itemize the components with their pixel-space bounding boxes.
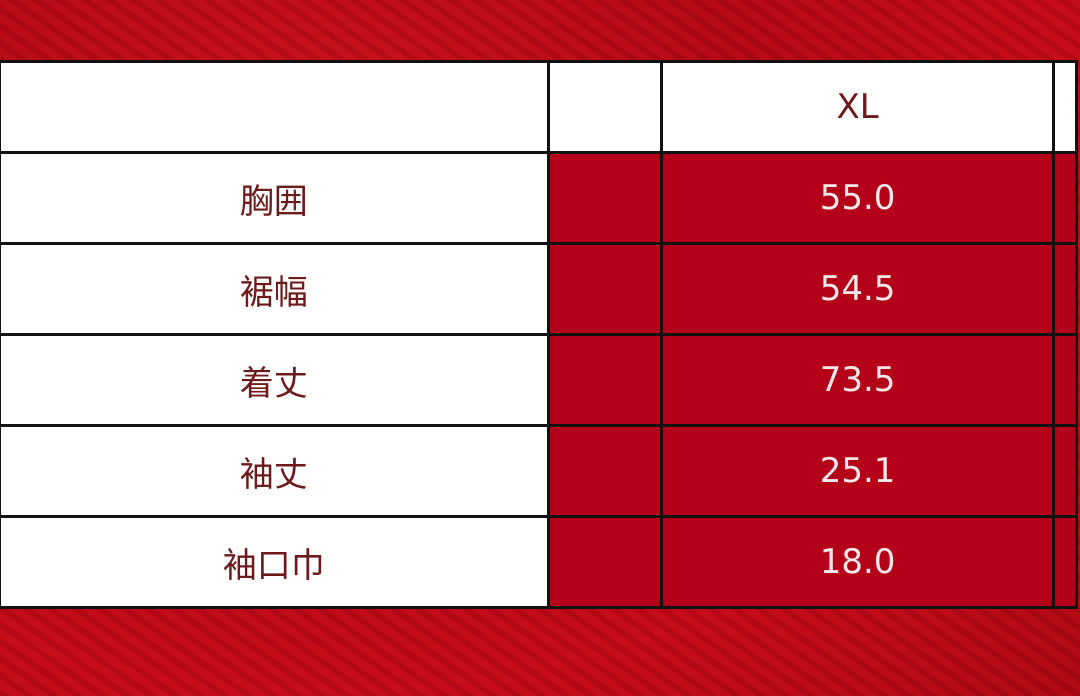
row-value: 25.1 — [659, 424, 1056, 518]
row-label: 裾幅 — [0, 242, 550, 336]
table-header-row: XL — [0, 60, 1078, 154]
table-row: 着丈 73.5 — [0, 333, 1078, 427]
row-value: 55.0 — [659, 151, 1056, 245]
table-row: 裾幅 54.5 — [0, 242, 1078, 336]
row-empty-cell — [546, 515, 663, 609]
row-partial-cell — [1052, 515, 1078, 609]
header-empty-cell — [546, 60, 663, 154]
row-empty-cell — [546, 424, 663, 518]
table-row: 袖丈 25.1 — [0, 424, 1078, 518]
size-table: XL 胸囲 55.0 裾幅 54.5 着丈 73.5 袖丈 25.1 袖口巾 1… — [0, 60, 1078, 609]
header-label-cell — [0, 60, 550, 154]
row-partial-cell — [1052, 333, 1078, 427]
row-value: 73.5 — [659, 333, 1056, 427]
row-label: 袖丈 — [0, 424, 550, 518]
row-empty-cell — [546, 151, 663, 245]
table-row: 胸囲 55.0 — [0, 151, 1078, 245]
header-size-cell: XL — [659, 60, 1056, 154]
row-empty-cell — [546, 242, 663, 336]
row-partial-cell — [1052, 151, 1078, 245]
row-value: 54.5 — [659, 242, 1056, 336]
row-label: 着丈 — [0, 333, 550, 427]
table-row: 袖口巾 18.0 — [0, 515, 1078, 609]
row-value: 18.0 — [659, 515, 1056, 609]
row-label: 袖口巾 — [0, 515, 550, 609]
row-partial-cell — [1052, 242, 1078, 336]
header-partial-cell — [1052, 60, 1078, 154]
row-label: 胸囲 — [0, 151, 550, 245]
row-empty-cell — [546, 333, 663, 427]
row-partial-cell — [1052, 424, 1078, 518]
